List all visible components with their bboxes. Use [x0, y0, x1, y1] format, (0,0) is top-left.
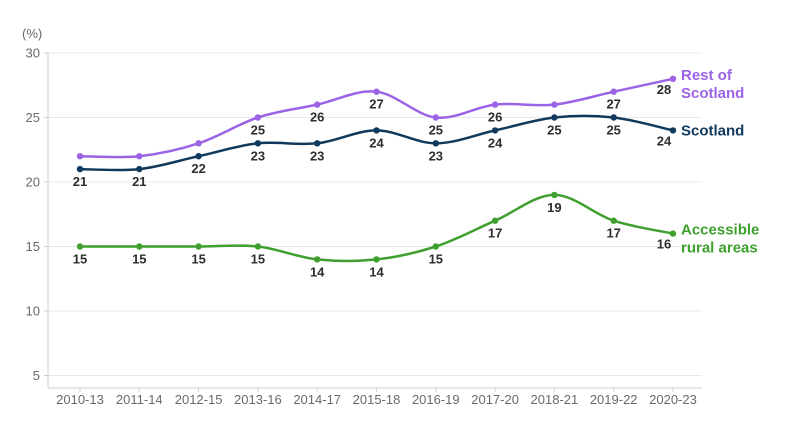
- data-label-rest-of-scotland: 27: [369, 97, 383, 112]
- data-point-scotland: [195, 153, 202, 160]
- data-point-rest-of-scotland: [254, 114, 262, 121]
- data-point-rest-of-scotland: [432, 114, 439, 121]
- data-label-accessible-rural-areas: 17: [606, 226, 620, 241]
- x-tick-label: 2011-14: [116, 392, 163, 407]
- data-point-rest-of-scotland: [136, 153, 143, 160]
- legend-scotland: Scotland: [681, 122, 744, 139]
- legend-rest-of-scotland: Rest of Scotland: [681, 67, 744, 102]
- x-tick-label: 2018-21: [531, 392, 579, 407]
- data-point-scotland: [136, 165, 143, 173]
- data-label-accessible-rural-areas: 15: [429, 252, 443, 267]
- data-point-rest-of-scotland: [373, 88, 380, 95]
- data-label-rest-of-scotland: 26: [488, 110, 502, 125]
- data-label-accessible-rural-areas: 16: [657, 237, 671, 252]
- data-label-accessible-rural-areas: 14: [369, 264, 384, 279]
- data-label-rest-of-scotland: 27: [606, 97, 620, 112]
- data-label-rest-of-scotland: 25: [429, 123, 443, 138]
- y-tick-label: 25: [26, 110, 40, 125]
- data-point-accessible-rural-areas: [373, 256, 380, 263]
- data-point-scotland: [373, 127, 380, 134]
- data-label-scotland: 21: [73, 174, 87, 189]
- x-tick-label: 2016-19: [412, 392, 460, 407]
- x-tick-label: 2019-22: [590, 392, 638, 407]
- x-tick-label: 2015-18: [353, 392, 401, 407]
- data-label-scotland: 24: [369, 135, 384, 150]
- data-point-accessible-rural-areas: [610, 217, 617, 224]
- y-tick-label: 30: [26, 46, 40, 61]
- data-label-rest-of-scotland: 25: [251, 123, 265, 138]
- data-label-rest-of-scotland: 26: [310, 110, 324, 125]
- data-point-rest-of-scotland: [76, 153, 84, 160]
- data-label-accessible-rural-areas: 15: [132, 252, 146, 267]
- data-point-accessible-rural-areas: [195, 243, 202, 250]
- data-label-scotland: 24: [488, 135, 503, 150]
- data-point-scotland: [314, 140, 321, 147]
- x-tick-label: 2017-20: [471, 392, 519, 407]
- data-point-scotland: [76, 165, 84, 173]
- legend-accessible-rural-areas: Accessible rural areas: [681, 222, 759, 257]
- data-point-scotland: [432, 140, 439, 147]
- data-point-scotland: [491, 127, 499, 134]
- x-tick-label: 2012-15: [175, 392, 223, 407]
- data-point-accessible-rural-areas: [76, 243, 84, 250]
- data-label-accessible-rural-areas: 15: [73, 252, 87, 267]
- data-point-rest-of-scotland: [610, 88, 617, 95]
- data-point-accessible-rural-areas: [254, 243, 262, 250]
- y-tick-label: 20: [26, 175, 40, 190]
- data-label-accessible-rural-areas: 15: [191, 252, 205, 267]
- data-label-scotland: 24: [657, 133, 672, 148]
- data-point-accessible-rural-areas: [669, 230, 677, 237]
- data-point-rest-of-scotland: [551, 101, 558, 108]
- data-label-scotland: 25: [606, 123, 620, 138]
- data-label-rest-of-scotland: 28: [657, 82, 671, 97]
- y-tick-label: 15: [26, 239, 40, 254]
- data-label-scotland: 23: [310, 148, 324, 163]
- x-tick-label: 2020-23: [649, 392, 697, 407]
- data-point-rest-of-scotland: [491, 101, 499, 108]
- data-label-accessible-rural-areas: 14: [310, 264, 325, 279]
- data-point-scotland: [551, 114, 558, 121]
- x-tick-label: 2014-17: [293, 392, 341, 407]
- data-point-scotland: [669, 127, 677, 134]
- data-label-scotland: 22: [191, 161, 205, 176]
- y-axis-unit-label: (%): [22, 26, 43, 41]
- x-tick-label: 2010-13: [56, 392, 104, 407]
- data-point-accessible-rural-areas: [491, 217, 499, 224]
- data-point-scotland: [610, 114, 617, 121]
- data-label-accessible-rural-areas: 19: [547, 200, 561, 215]
- data-point-scotland: [254, 140, 262, 147]
- x-tick-label: 2013-16: [234, 392, 282, 407]
- data-point-rest-of-scotland: [195, 140, 202, 147]
- data-label-scotland: 21: [132, 174, 146, 189]
- data-point-accessible-rural-areas: [432, 243, 439, 250]
- data-label-scotland: 23: [251, 148, 265, 163]
- y-tick-label: 5: [33, 368, 40, 383]
- data-label-accessible-rural-areas: 17: [488, 226, 502, 241]
- data-label-scotland: 23: [429, 148, 443, 163]
- data-label-accessible-rural-areas: 15: [251, 252, 265, 267]
- series-line-accessible-rural-areas: [78, 193, 675, 263]
- data-point-rest-of-scotland: [669, 75, 677, 83]
- data-point-rest-of-scotland: [314, 101, 321, 108]
- data-point-accessible-rural-areas: [314, 256, 321, 263]
- y-tick-label: 10: [26, 304, 40, 319]
- data-point-accessible-rural-areas: [136, 243, 143, 250]
- data-label-scotland: 25: [547, 123, 561, 138]
- data-point-accessible-rural-areas: [551, 191, 558, 199]
